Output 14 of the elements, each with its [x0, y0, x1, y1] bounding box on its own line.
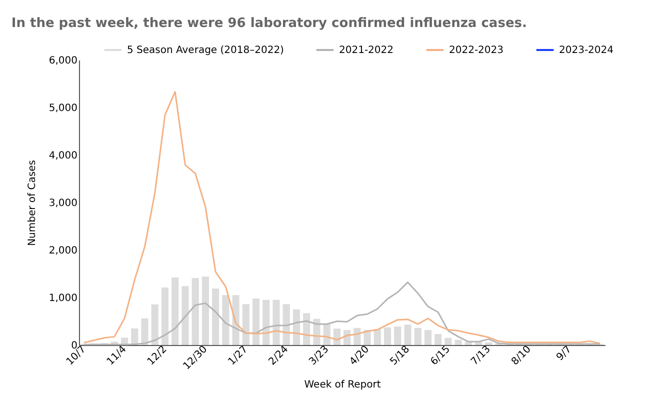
y-tick-label: 3,000 — [48, 198, 78, 209]
x-tick-label: 9/7 — [554, 344, 574, 364]
legend-label: 2022-2023 — [449, 45, 504, 56]
chart-title: In the past week, there were 96 laboratory confirmed influenza cases. — [11, 16, 527, 31]
x-axis-title: Week of Report — [304, 379, 381, 390]
y-tick-label: 2,000 — [48, 246, 78, 256]
legend-label: 2023-2024 — [559, 45, 614, 56]
y-tick-label: 1,000 — [48, 293, 78, 304]
y-tick-label: 6,000 — [48, 56, 78, 66]
legend-label: 5 Season Average (2018–2022) — [127, 45, 284, 56]
y-tick-label: 5,000 — [48, 103, 78, 114]
y-axis-title: Number of Cases — [26, 160, 38, 246]
legend-label: 2021-2022 — [339, 45, 394, 56]
y-tick-label: 4,000 — [48, 150, 78, 162]
